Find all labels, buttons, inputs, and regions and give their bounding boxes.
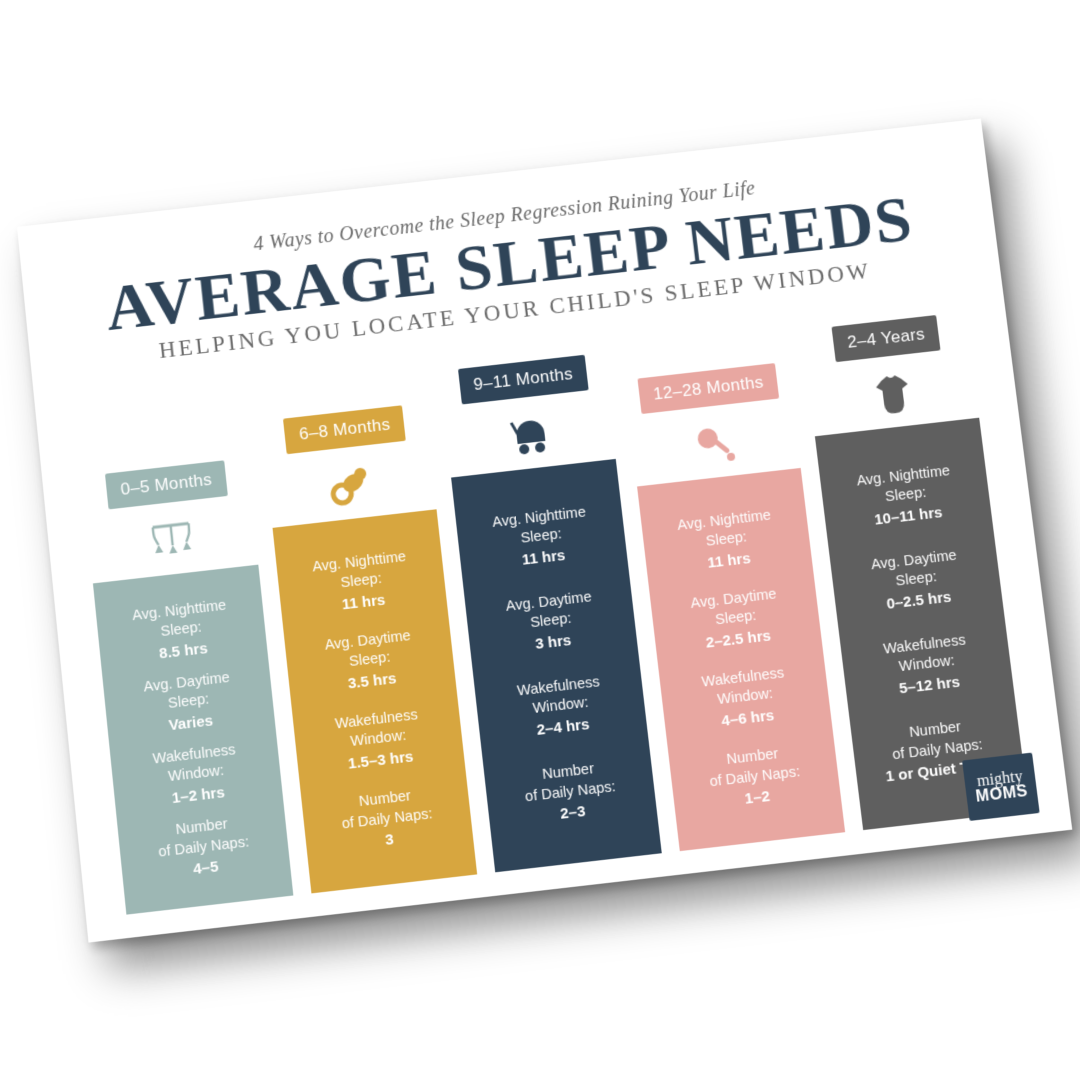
age-chip: 2–4 Years [831, 315, 940, 362]
age-chip: 12–28 Months [637, 363, 779, 414]
stat: Avg. NighttimeSleep:11 hrs [464, 500, 619, 575]
rattle-icon [691, 420, 740, 470]
stat: Numberof Daily Naps:1–2 [677, 739, 834, 815]
stat: Avg. NighttimeSleep:11 hrs [284, 545, 439, 620]
stat: WakefulnessWindow:1–2 hrs [118, 737, 274, 813]
mobile-toy-icon [148, 516, 197, 567]
infographic-card: 4 Ways to Overcome the Sleep Regression … [17, 119, 1072, 943]
age-chip: 6–8 Months [283, 405, 406, 454]
stat-block: Avg. NighttimeSleep:11 hrsAvg. DaytimeSl… [272, 509, 477, 893]
stat: Avg. DaytimeSleep:3.5 hrs [292, 623, 448, 698]
stroller-icon [504, 410, 555, 461]
stat: Avg. DaytimeSleep:2–2.5 hrs [658, 582, 814, 657]
stat-block: Avg. NighttimeSleep:8.5 hrsAvg. DaytimeS… [93, 565, 293, 915]
stat: WakefulnessWindow:5–12 hrs [849, 628, 1005, 703]
stat: Numberof Daily Naps:4–5 [126, 810, 282, 886]
age-column: 2–4 Years Avg. NighttimeSleep:10–11 hrs A… [802, 312, 1029, 830]
age-column: 0–5 Months Avg. NighttimeSleep:8.5 hrsAv… [82, 458, 293, 915]
age-chip: 0–5 Months [105, 460, 228, 509]
stat: Avg. NighttimeSleep:8.5 hrs [104, 593, 259, 668]
brand-logo: mighty MOMS [962, 753, 1040, 821]
stat: Avg. DaytimeSleep:3 hrs [473, 585, 629, 660]
stat-block: Avg. NighttimeSleep:11 hrs Avg. DaytimeSl… [451, 459, 661, 872]
stat: WakefulnessWindow:1.5–3 hrs [301, 702, 457, 777]
onesie-icon [869, 369, 918, 419]
stat: Numberof Daily Naps:2–3 [492, 754, 648, 830]
age-column: 6–8 Months Avg. NighttimeSleep:11 hrsAvg… [261, 403, 478, 894]
age-chip: 9–11 Months [458, 355, 589, 405]
stat: Numberof Daily Naps:3 [309, 781, 465, 857]
stat: WakefulnessWindow:4–6 hrs [667, 660, 823, 735]
pacifier-icon [326, 461, 377, 512]
stat: Avg. NighttimeSleep:11 hrs [649, 503, 805, 578]
stat: Avg. NighttimeSleep:10–11 hrs [828, 459, 984, 533]
stat-block: Avg. NighttimeSleep:11 hrsAvg. DaytimeSl… [637, 468, 846, 851]
age-column: 12–28 Months Avg. NighttimeSleep:11 hrsA… [624, 362, 845, 852]
age-column: 9–11 Months Avg. NighttimeSleep:11 hrsAv… [439, 353, 661, 873]
columns-row: 0–5 Months Avg. NighttimeSleep:8.5 hrsAv… [74, 295, 1029, 915]
stat: Avg. DaytimeSleep:Varies [111, 665, 267, 740]
stat: WakefulnessWindow:2–4 hrs [483, 669, 639, 744]
stat: Avg. DaytimeSleep:0–2.5 hrs [838, 543, 994, 618]
